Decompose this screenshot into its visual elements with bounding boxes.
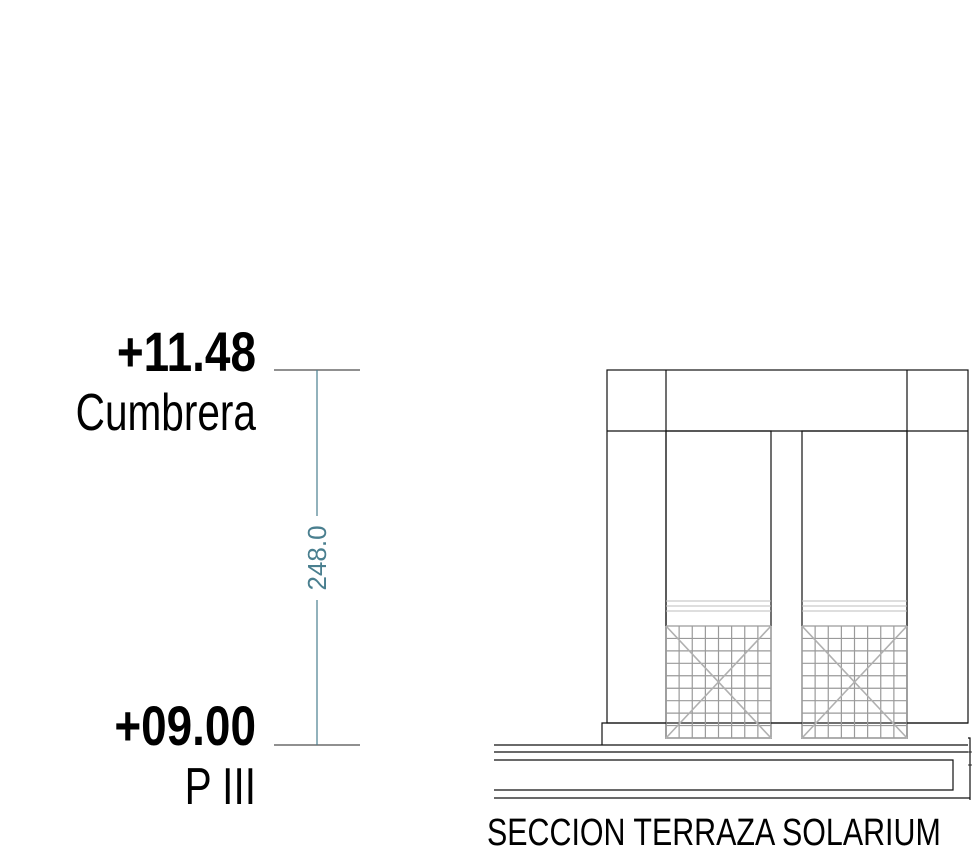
- level-marker-bottom: +09.00 P III: [114, 695, 360, 815]
- height-dimension: 248.0: [302, 370, 332, 745]
- floor-slab: [494, 737, 972, 800]
- dimension-label: 248.0: [302, 525, 332, 590]
- frame-outer: [606, 369, 969, 724]
- railing-top-lines: [666, 600, 907, 612]
- section-title: SECCION TERRAZA SOLARIUM: [487, 812, 941, 854]
- base-step: [601, 722, 666, 745]
- railing-grid-right: [801, 625, 908, 739]
- level-value-bottom: +09.00: [114, 695, 256, 757]
- level-value-top: +11.48: [117, 321, 256, 383]
- railing-brace: [801, 625, 908, 739]
- level-name-top: Cumbrera: [76, 383, 256, 441]
- level-name-bottom: P III: [185, 757, 256, 815]
- railing-grid-left: [665, 625, 772, 739]
- solarium-section: [494, 369, 972, 800]
- railing-brace: [665, 625, 772, 739]
- level-marker-top: +11.48 Cumbrera: [76, 321, 360, 441]
